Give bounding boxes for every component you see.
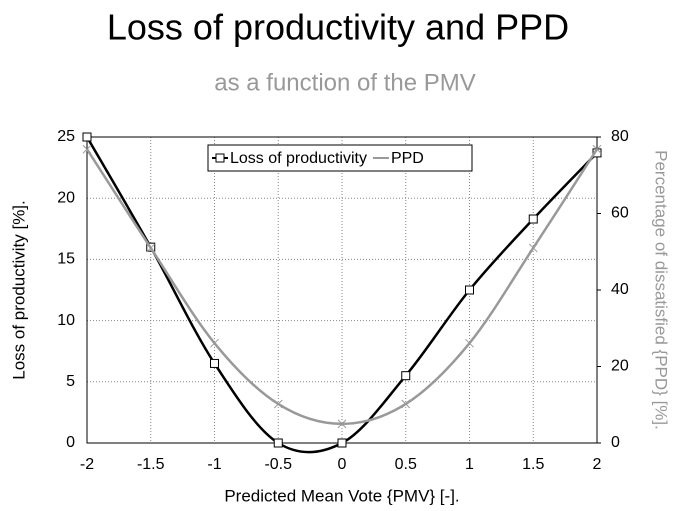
y-tick-label: 15 — [57, 251, 75, 268]
marker — [337, 419, 347, 429]
x-tick-label: 1.5 — [522, 456, 544, 473]
y-tick-label: 5 — [66, 373, 75, 390]
y2-axis-label: Percentage of dissatisfied {PPD} [%]. — [652, 150, 671, 430]
legend-label: PPD — [391, 150, 424, 167]
y-tick-label: 20 — [57, 189, 75, 206]
marker — [210, 358, 219, 368]
y-tick-label: 10 — [57, 312, 75, 329]
chart-subtitle: as a function of the PMV — [214, 69, 475, 96]
x-axis-label: Predicted Mean Vote {PMV} [-]. — [224, 486, 459, 505]
marker — [528, 243, 538, 253]
chart-title: Loss of productivity and PPD — [107, 7, 569, 48]
y2-tick-label: 0 — [611, 434, 620, 451]
marker — [273, 399, 283, 409]
marker — [146, 243, 156, 253]
x-tick-label: -2 — [80, 456, 94, 473]
marker — [337, 438, 347, 448]
x-tick-label: 0.5 — [395, 456, 417, 473]
y-axis-label: Loss of productivity [%]. — [9, 200, 28, 380]
y2-tick-label: 60 — [611, 205, 629, 222]
x-tick-label: -0.5 — [264, 456, 292, 473]
marker — [401, 399, 411, 409]
x-tick-label: -1 — [207, 456, 221, 473]
marker — [465, 285, 474, 295]
x-tick-label: -1.5 — [137, 456, 165, 473]
y2-tick-label: 20 — [611, 358, 629, 375]
marker — [82, 132, 92, 142]
y2-tick-label: 80 — [611, 128, 629, 145]
x-tick-label: 1 — [465, 456, 474, 473]
legend-label: Loss of productivity — [230, 150, 367, 167]
x-tick-label: 0 — [338, 456, 347, 473]
marker — [592, 144, 602, 154]
y2-tick-label: 40 — [611, 281, 629, 298]
marker — [465, 338, 474, 348]
marker — [273, 438, 283, 448]
marker — [210, 338, 219, 348]
marker — [528, 214, 538, 224]
y-tick-label: 25 — [57, 128, 75, 145]
legend-marker — [215, 153, 225, 163]
legend-box — [207, 144, 473, 172]
x-tick-label: 2 — [593, 456, 602, 473]
marker — [82, 144, 92, 154]
y-tick-label: 0 — [66, 434, 75, 451]
marker — [401, 371, 411, 381]
